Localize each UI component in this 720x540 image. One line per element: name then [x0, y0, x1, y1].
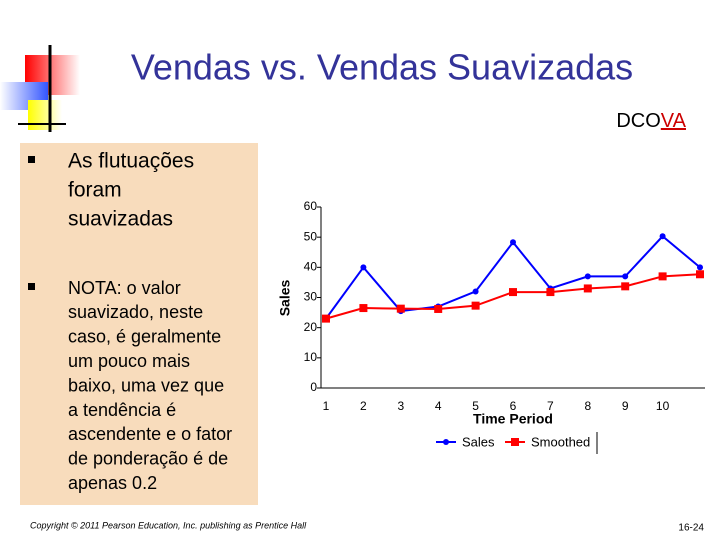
slide-title: Vendas vs. Vendas Suavizadas	[131, 47, 633, 88]
bullet-line: a tendência é	[68, 400, 176, 420]
bullet-line: apenas 0.2	[68, 473, 157, 493]
x-tick-label: 10	[656, 399, 670, 413]
y-axis-label: Sales	[277, 279, 293, 316]
bullet-marker	[28, 156, 35, 163]
x-tick-label: 9	[622, 399, 629, 413]
point	[622, 273, 629, 280]
y-tick-label: 20	[304, 320, 318, 334]
x-tick-label: 7	[547, 399, 554, 413]
decoration	[0, 45, 80, 132]
bullet-line: ascendente e o fator	[68, 424, 232, 444]
x-tick-label: 4	[435, 399, 442, 413]
dcova: DCOVA	[616, 110, 686, 132]
dcova-part: DCO	[616, 110, 660, 132]
point	[359, 304, 368, 313]
point	[471, 301, 480, 310]
point	[697, 264, 703, 271]
page-number: 16-24	[678, 523, 704, 534]
point	[360, 264, 367, 271]
bullet-line: As flutuações	[68, 150, 194, 173]
x-tick-label: 8	[584, 399, 591, 413]
y-tick-label: 50	[304, 229, 318, 243]
dcova-highlight: VA	[661, 110, 687, 132]
y-tick-label: 0	[310, 380, 317, 394]
chart-area	[258, 190, 720, 455]
bullet-line: foram	[68, 179, 122, 202]
x-tick-label: 5	[472, 399, 479, 413]
point	[472, 288, 479, 295]
point	[621, 282, 630, 291]
y-tick-label: 30	[304, 290, 318, 304]
point	[658, 272, 667, 281]
bullet-line: caso, é geralmente	[68, 327, 221, 347]
bullet-line: suavizado, neste	[68, 302, 203, 322]
y-tick-label: 40	[304, 260, 318, 274]
point	[659, 233, 666, 240]
point	[434, 304, 443, 313]
bullet-line: um pouco mais	[68, 351, 190, 371]
text-box	[20, 143, 258, 505]
x-tick-label: 1	[323, 399, 330, 413]
point	[584, 273, 591, 280]
bullet-marker	[28, 283, 35, 290]
bullet-line: de ponderação é de	[68, 449, 228, 469]
point	[583, 284, 592, 293]
point	[510, 239, 516, 246]
point	[509, 288, 517, 297]
legend-label: Smoothed	[531, 434, 590, 449]
legend-label: Sales	[462, 434, 495, 449]
y-tick-label: 60	[304, 199, 318, 213]
copyright: Copyright © 2011 Pearson Education, Inc.…	[30, 520, 307, 530]
point	[696, 270, 704, 279]
x-tick-label: 6	[510, 399, 517, 413]
point	[511, 438, 519, 446]
x-tick-label: 3	[397, 399, 404, 413]
point	[396, 304, 405, 313]
y-tick-label: 10	[304, 350, 318, 364]
bullet-line: NOTA: o valor	[68, 278, 181, 298]
point	[322, 314, 330, 323]
bullet-line: baixo, uma vez que	[68, 375, 224, 395]
point	[443, 439, 449, 445]
x-tick-label: 2	[360, 399, 367, 413]
point	[546, 288, 555, 297]
bullet-line: suavizadas	[68, 208, 173, 231]
x-axis-label: Time Period	[473, 411, 553, 427]
